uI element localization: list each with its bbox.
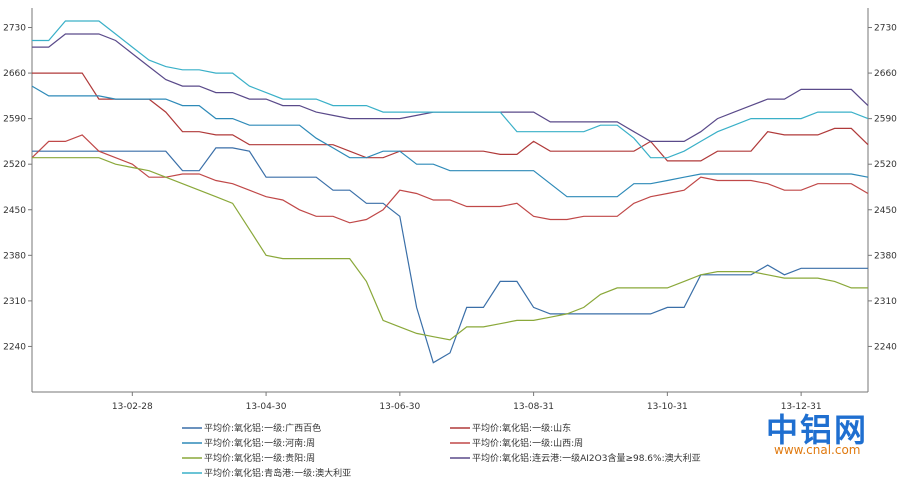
y-tick-label-right: 2450 [874,206,897,216]
y-tick-label-left: 2380 [3,251,26,261]
y-tick-label-left: 2240 [3,342,26,352]
y-tick-label-right: 2730 [874,24,897,34]
legend: 平均价:氧化铝:一级:广西百色 平均价:氧化铝:一级:山东平均价:氧化铝:一级:河… [182,422,701,479]
y-tick-label-left: 2730 [3,24,26,34]
y-tick-label-right: 2590 [874,115,897,125]
series-line [32,157,868,341]
x-tick-label: 13-08-31 [513,402,554,412]
series-line [31,134,869,224]
x-tick-label: 13-10-31 [647,402,688,412]
y-tick-label-left: 2520 [3,160,26,170]
y-tick-label-right: 2660 [874,69,897,79]
y-tick-label-left: 2590 [3,115,26,125]
legend-label: 平均价:氧化铝:一级:山东 [472,422,571,434]
legend-label: 平均价:氧化铝:一级:山西:周 [472,437,583,449]
x-tick-label: 13-04-30 [246,402,287,412]
legend-label: 平均价:氧化铝:一级:广西百色 [204,422,321,434]
legend-label: 平均价:氧化铝:一级:河南:周 [204,437,315,449]
y-tick-label-left: 2450 [3,206,26,216]
series-line [32,147,868,364]
brand-logo: 中铝网 www.cnal.com [760,405,890,465]
y-tick-label-right: 2310 [874,297,897,307]
x-tick-label: 13-12-31 [781,402,822,412]
y-tick-label-right: 2240 [874,342,897,352]
x-tick-label: 13-02-28 [112,402,153,412]
brand-url: www.cnal.com [774,443,861,457]
axes [28,8,872,396]
tick-labels: 2240 2240 2310 2310 2380 2380 2450 2450 2520 2520… [3,24,897,412]
legend-label: 平均价:氧化铝:一级:贵阳:周 [204,452,315,464]
series-line [32,72,869,162]
x-tick-label: 13-06-30 [379,402,420,412]
series-line [31,85,869,198]
legend-label: 平均价:氧化铝:连云港:一级AI2O3含量≥98.6%:澳大利亚 [472,452,701,464]
y-tick-label-left: 2310 [3,297,26,307]
brand-name: 中铝网 [766,411,869,449]
series-line [32,20,869,159]
y-tick-label-left: 2660 [3,69,26,79]
series-line [32,33,869,142]
y-tick-label-right: 2380 [874,251,897,261]
series-lines [31,20,869,364]
y-tick-label-right: 2520 [874,160,897,170]
legend-label: 平均价:氧化铝:青岛港:一级:澳大利亚 [204,467,351,479]
